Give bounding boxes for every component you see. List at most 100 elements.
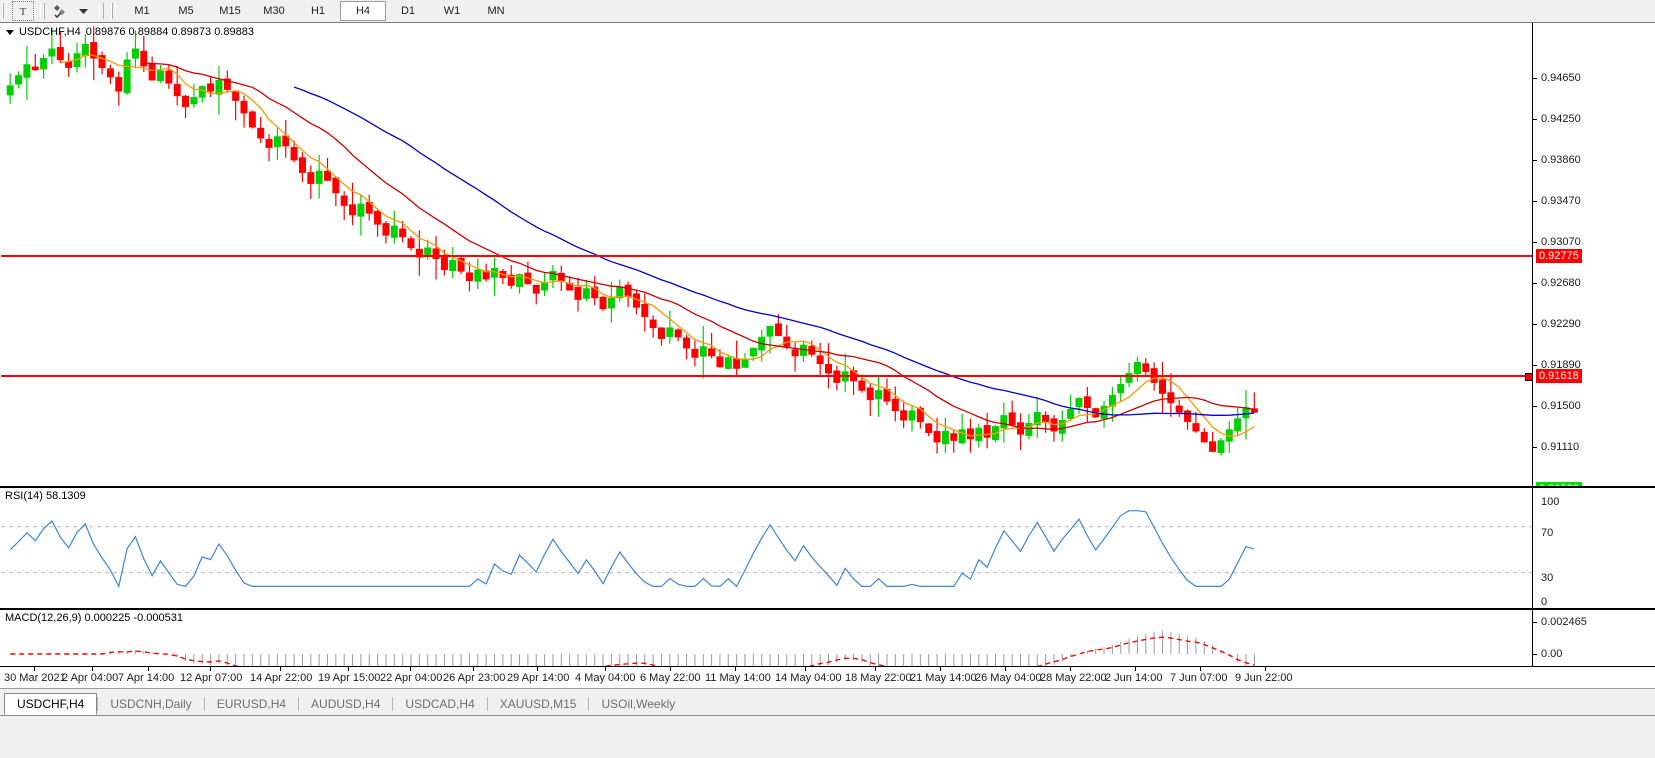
price-axis-tick	[1533, 78, 1537, 79]
price-axis-label: 0.93860	[1541, 154, 1581, 166]
level-line-handle[interactable]	[1525, 373, 1532, 381]
timeframe-m1[interactable]: M1	[134, 5, 150, 17]
price-axis-tick	[1533, 447, 1537, 448]
rsi-line-series	[1, 510, 1532, 589]
time-axis-label: 2 Jun 14:00	[1105, 672, 1163, 684]
time-axis-label: 6 May 22:00	[640, 672, 701, 684]
chart-tab-usdchf-h4[interactable]: USDCHF,H4	[4, 693, 98, 715]
price-axis-label: 0.93470	[1541, 195, 1581, 207]
text-tool-icon[interactable]: T	[12, 1, 34, 21]
timeframe-h1[interactable]: H1	[310, 5, 326, 17]
time-axis-label: 2 Apr 04:00	[62, 672, 119, 684]
svg-text:T: T	[20, 6, 27, 17]
top-toolbar: T M1 M5 M15 M30 H1 H4 D1 W1 MN	[0, 0, 1655, 23]
time-axis-label: 7 Jun 07:00	[1170, 672, 1228, 684]
ohlc-values: 0.89876 0.89884 0.89873 0.89883	[85, 26, 254, 38]
chart-tab-audusd-h4[interactable]: AUDUSD,H4	[311, 697, 381, 711]
time-axis-label: 18 May 22:00	[845, 672, 912, 684]
tab-separator	[588, 697, 590, 711]
tab-separator	[486, 697, 488, 711]
price-axis-label: 0.91110	[1541, 441, 1580, 453]
chevron-down-icon[interactable]	[73, 2, 93, 20]
level-line-resistance-2[interactable]	[1, 373, 1532, 381]
chart-tab-xauusd-m15[interactable]: XAUUSD,M15	[499, 697, 577, 711]
time-axis-tick	[280, 667, 281, 671]
time-axis-label: 19 Apr 15:00	[318, 672, 381, 684]
time-axis-tick	[410, 667, 411, 671]
time-axis-label: 28 May 22:00	[1040, 672, 1107, 684]
price-axis-tick	[1533, 283, 1537, 284]
time-axis[interactable]: 30 Mar 2021 2 Apr 04:00 7 Apr 14:00 12 Apr …	[0, 666, 1655, 689]
macd-axis-tick	[1533, 622, 1537, 623]
time-axis-tick	[670, 667, 671, 671]
price-axis[interactable]: 0.94650 0.94250 0.93860 0.93470 0.93070 0.926…	[1532, 23, 1655, 658]
price-plot[interactable]	[1, 23, 1532, 486]
tab-separator	[392, 697, 394, 711]
time-axis-label: 11 May 14:00	[705, 672, 771, 684]
level-line-resistance-1[interactable]	[1, 255, 1532, 257]
chart-tab-usoil-weekly[interactable]: USOil,Weekly	[601, 697, 676, 711]
timeframe-m30[interactable]: M30	[263, 5, 285, 17]
price-axis-label: 0.92290	[1541, 318, 1581, 330]
time-axis-label: 14 Apr 22:00	[250, 672, 313, 684]
rsi-pane[interactable]: RSI(14) 58.1309 100 70 30 0	[0, 486, 1655, 610]
time-axis-tick	[148, 667, 149, 671]
toolbar-grip-1[interactable]	[2, 3, 7, 19]
collapse-triangle-icon[interactable]	[6, 29, 14, 35]
timeframe-h4[interactable]: H4	[340, 1, 386, 21]
time-axis-tick	[473, 667, 474, 671]
time-axis-label: 26 May 04:00	[975, 672, 1042, 684]
chart-tab-usdcnh-daily[interactable]: USDCNH,Daily	[110, 697, 192, 711]
time-axis-label: 12 Apr 07:00	[180, 672, 243, 684]
timeframe-mn[interactable]: MN	[487, 5, 505, 17]
rsi-axis-label: 0	[1541, 596, 1548, 608]
price-axis-label: 0.94650	[1541, 72, 1581, 84]
time-axis-tick	[1265, 667, 1266, 671]
time-axis-label: 21 May 14:00	[910, 672, 977, 684]
price-axis-tick	[1533, 160, 1537, 161]
tab-separator	[203, 697, 205, 711]
time-axis-label: 29 Apr 14:00	[507, 672, 570, 684]
timeframe-w1[interactable]: W1	[443, 5, 461, 17]
time-axis-label: 4 May 04:00	[575, 672, 636, 684]
rsi-plot[interactable]	[1, 488, 1532, 610]
time-axis-tick	[348, 667, 349, 671]
price-axis-label: 0.92680	[1541, 277, 1581, 289]
chart-symbol-header: USDCHF,H4 0.89876 0.89884 0.89873 0.8988…	[6, 26, 254, 38]
time-axis-tick	[92, 667, 93, 671]
price-axis-tick	[1533, 324, 1537, 325]
time-axis-tick	[940, 667, 941, 671]
time-axis-label: 9 Jun 22:00	[1235, 672, 1293, 684]
candlestick-series	[6, 26, 1258, 456]
price-axis-label: 0.91500	[1541, 400, 1581, 412]
macd-axis-tick	[1533, 654, 1537, 655]
price-pane[interactable]: USDCHF,H4 0.89876 0.89884 0.89873 0.8988…	[0, 23, 1655, 658]
time-axis-tick	[875, 667, 876, 671]
time-axis-tick	[210, 667, 211, 671]
chart-tab-usdcad-h4[interactable]: USDCAD,H4	[405, 697, 475, 711]
timeframe-d1[interactable]: D1	[400, 5, 416, 17]
macd-axis-label: 0.00	[1541, 648, 1563, 660]
toolbar-grip-2[interactable]	[111, 3, 116, 19]
price-axis-label: 0.91890	[1541, 359, 1581, 371]
chart-canvas[interactable]: USDCHF,H4 0.89876 0.89884 0.89873 0.8988…	[0, 22, 1655, 689]
timeframe-m5[interactable]: M5	[178, 5, 194, 17]
time-axis-label: 7 Apr 14:00	[118, 672, 175, 684]
timeframe-m15[interactable]: M15	[219, 5, 241, 17]
resistance-tag-1[interactable]: 0.92775	[1536, 249, 1582, 263]
chart-tabs: USDCHF,H4 USDCNH,Daily EURUSD,H4 AUDUSD,H4 U…	[0, 693, 687, 715]
time-axis-label: 14 May 04:00	[775, 672, 842, 684]
chart-tab-eurusd-h4[interactable]: EURUSD,H4	[216, 697, 287, 711]
resistance-tag-2[interactable]: 0.91618	[1536, 369, 1582, 383]
price-axis-label: 0.94250	[1541, 113, 1581, 125]
tab-separator	[97, 697, 99, 711]
price-axis-tick	[1533, 201, 1537, 202]
tabbar-underline	[0, 715, 1655, 716]
macd-axis-label: 0.002465	[1541, 616, 1587, 628]
time-axis-tick	[34, 667, 35, 671]
rsi-axis[interactable]: 100 70 30 0	[1532, 488, 1655, 610]
time-axis-tick	[605, 667, 606, 671]
toolbar-separator-2	[99, 3, 104, 19]
rsi-axis-label: 30	[1541, 572, 1554, 584]
indicators-icon[interactable]	[51, 2, 71, 20]
